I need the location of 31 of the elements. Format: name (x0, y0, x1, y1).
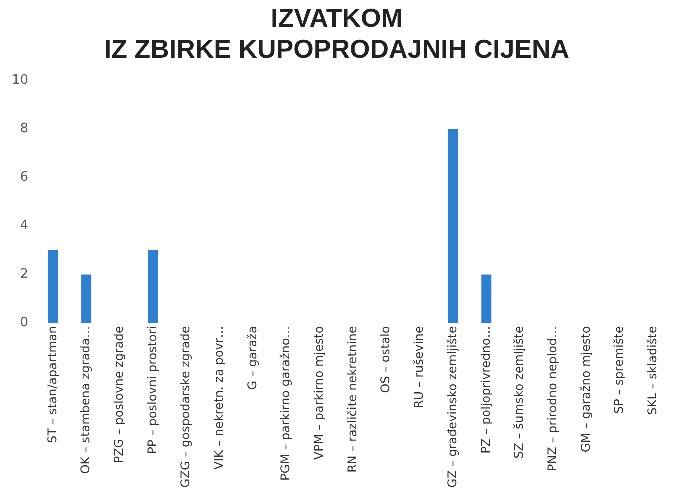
x-tick-label: GM – garažno mjesto (578, 326, 593, 453)
y-tick-label: 10 (12, 72, 29, 88)
x-tick-label: G – garaža (245, 326, 260, 390)
bar (482, 274, 492, 324)
bar (148, 250, 158, 324)
x-tick-label: PNZ – prirodno neplod… (545, 326, 560, 472)
x-tick-label: RN – različite nekretnine (345, 326, 360, 473)
bar (448, 128, 458, 324)
x-tick-label: VPM – parkirno mjesto (312, 326, 326, 460)
chart-title: IZVATKOM IZ ZBIRKE KUPOPRODAJNIH CIJENA (104, 2, 570, 64)
x-tick-label: SKL – skladište (645, 326, 660, 416)
x-tick-label: VIK – nekretn. za povr… (212, 326, 226, 470)
bar (48, 250, 58, 324)
x-tick-label: OK – stambena zgrada… (78, 326, 93, 474)
y-tick-label: 2 (20, 267, 29, 282)
x-tick-label: PZ – poljoprivredno… (478, 326, 493, 454)
x-tick-label: PGM – parkirno garažno… (278, 326, 293, 481)
x-tick-label: OS – ostalo (378, 326, 393, 394)
bar (82, 274, 92, 324)
y-tick-label: 4 (20, 218, 29, 234)
x-tick-label: RU – ruševine (412, 326, 426, 409)
x-tick-label: SP – spremište (612, 326, 626, 414)
x-tick-label: PP – poslovni prostori (145, 326, 160, 454)
x-tick-label: GZ – građevinsko zemljište (445, 326, 460, 488)
y-tick-label: 0 (20, 316, 29, 331)
y-tick-label: 6 (20, 170, 29, 185)
x-tick-label: ST – stan/apartman (45, 326, 60, 444)
x-tick-label: GZG – gospodarske zgrade (178, 326, 193, 488)
x-tick-label: PZG – poslovne zgrade (112, 326, 126, 464)
y-tick-label: 8 (20, 121, 29, 136)
x-tick-label: SZ – šumsko zemljište (512, 326, 526, 459)
